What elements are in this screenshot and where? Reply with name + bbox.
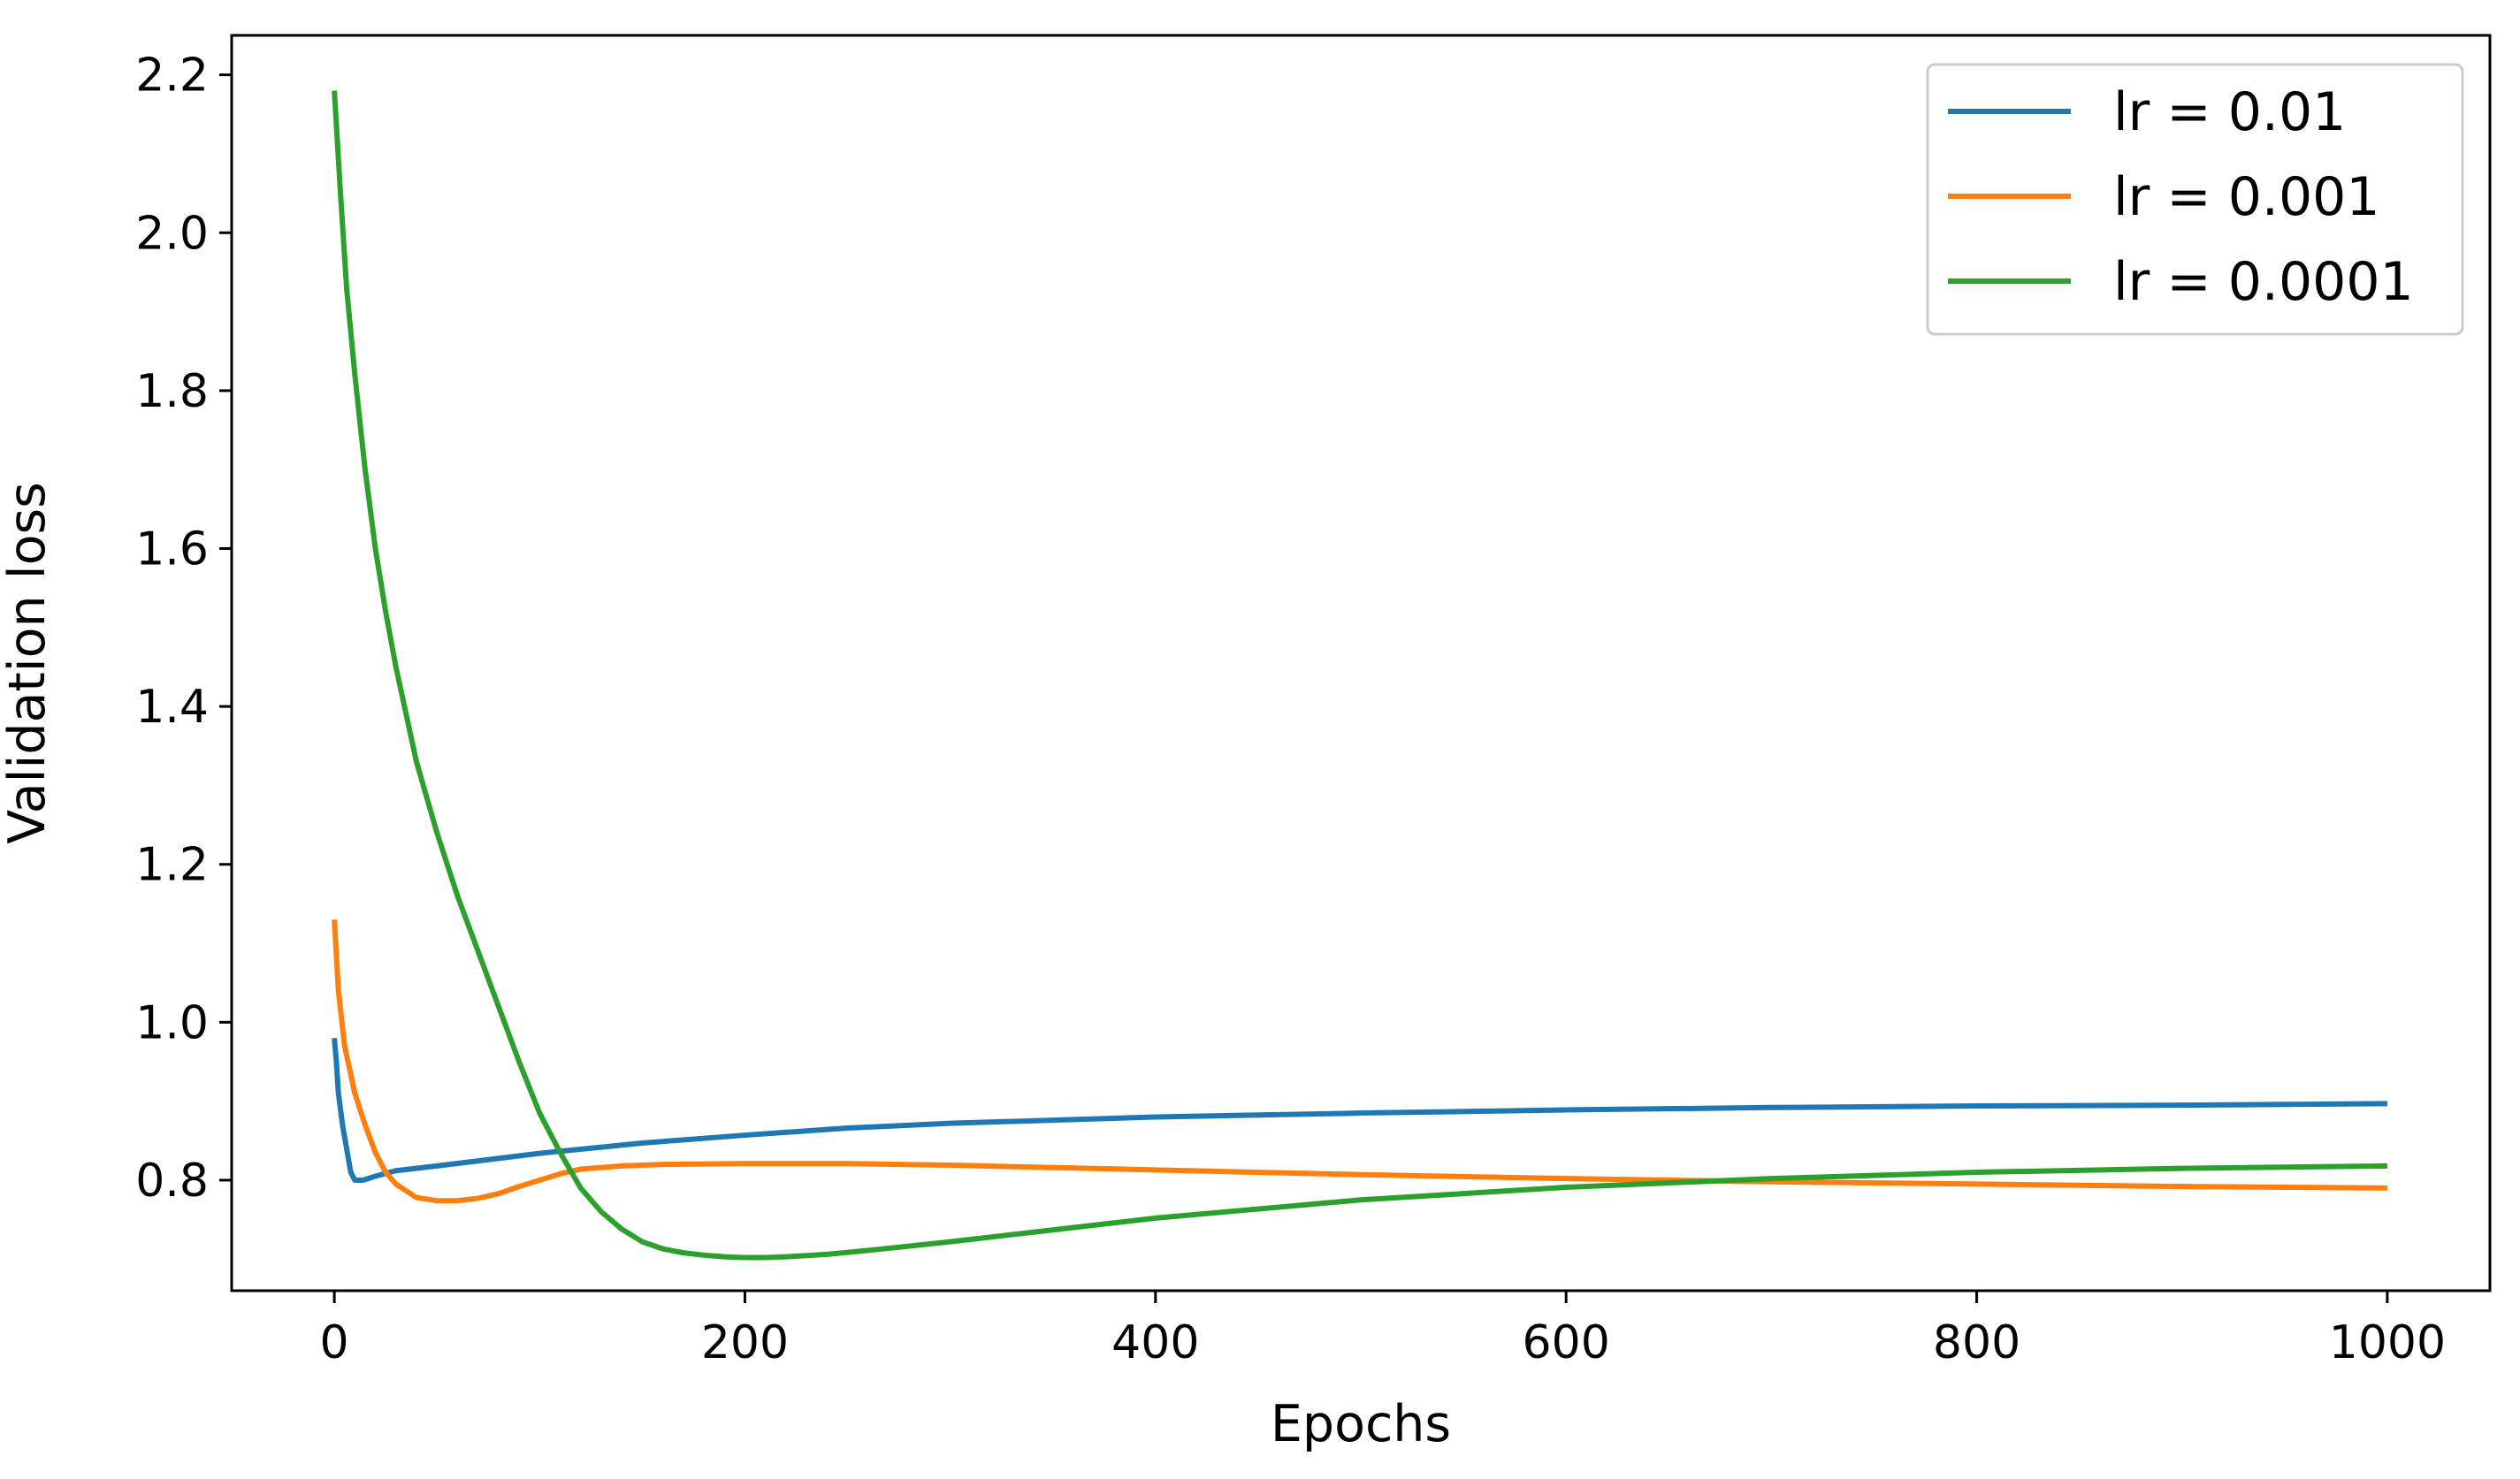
y-tick-label: 1.0 bbox=[135, 996, 209, 1049]
series-line-1 bbox=[332, 1037, 2387, 1183]
legend-box bbox=[1926, 63, 2464, 336]
legend-label-1: lr = 0.01 bbox=[2113, 81, 2346, 143]
x-tick-label: 400 bbox=[1111, 1316, 1199, 1369]
y-tick-label: 0.8 bbox=[135, 1155, 209, 1208]
x-tick-label: 0 bbox=[320, 1316, 349, 1369]
legend-label-2: lr = 0.001 bbox=[2113, 166, 2380, 228]
legend-entries: lr = 0.01 lr = 0.001 lr = 0.0001 bbox=[1948, 81, 2414, 313]
x-tick-label: 600 bbox=[1523, 1316, 1610, 1369]
series-line-2 bbox=[332, 919, 2387, 1204]
x-tick-label: 200 bbox=[701, 1316, 789, 1369]
plot-frame bbox=[230, 34, 2492, 1292]
legend-label-3: lr = 0.0001 bbox=[2113, 251, 2414, 313]
x-tick-label: 1000 bbox=[2329, 1316, 2446, 1369]
y-tick-label: 2.0 bbox=[135, 207, 209, 260]
y-tick-label: 1.2 bbox=[135, 839, 209, 892]
x-axis: 0 200 400 600 800 1000 bbox=[320, 1291, 2446, 1369]
y-axis: 0.8 1.0 1.2 1.4 1.6 1.8 2.0 2.2 bbox=[135, 50, 232, 1208]
series-layer bbox=[332, 90, 2387, 1261]
series-line-3 bbox=[332, 90, 2387, 1261]
y-tick-label: 1.4 bbox=[135, 681, 209, 734]
y-tick-label: 2.2 bbox=[135, 50, 209, 103]
x-tick-label: 800 bbox=[1933, 1316, 2020, 1369]
legend: lr = 0.01 lr = 0.001 lr = 0.0001 bbox=[1926, 63, 2464, 336]
y-tick-label: 1.6 bbox=[135, 523, 209, 576]
x-axis-title: Epochs bbox=[1271, 1395, 1451, 1453]
y-axis-title: Validation loss bbox=[0, 482, 57, 844]
y-tick-label: 1.8 bbox=[135, 365, 209, 418]
